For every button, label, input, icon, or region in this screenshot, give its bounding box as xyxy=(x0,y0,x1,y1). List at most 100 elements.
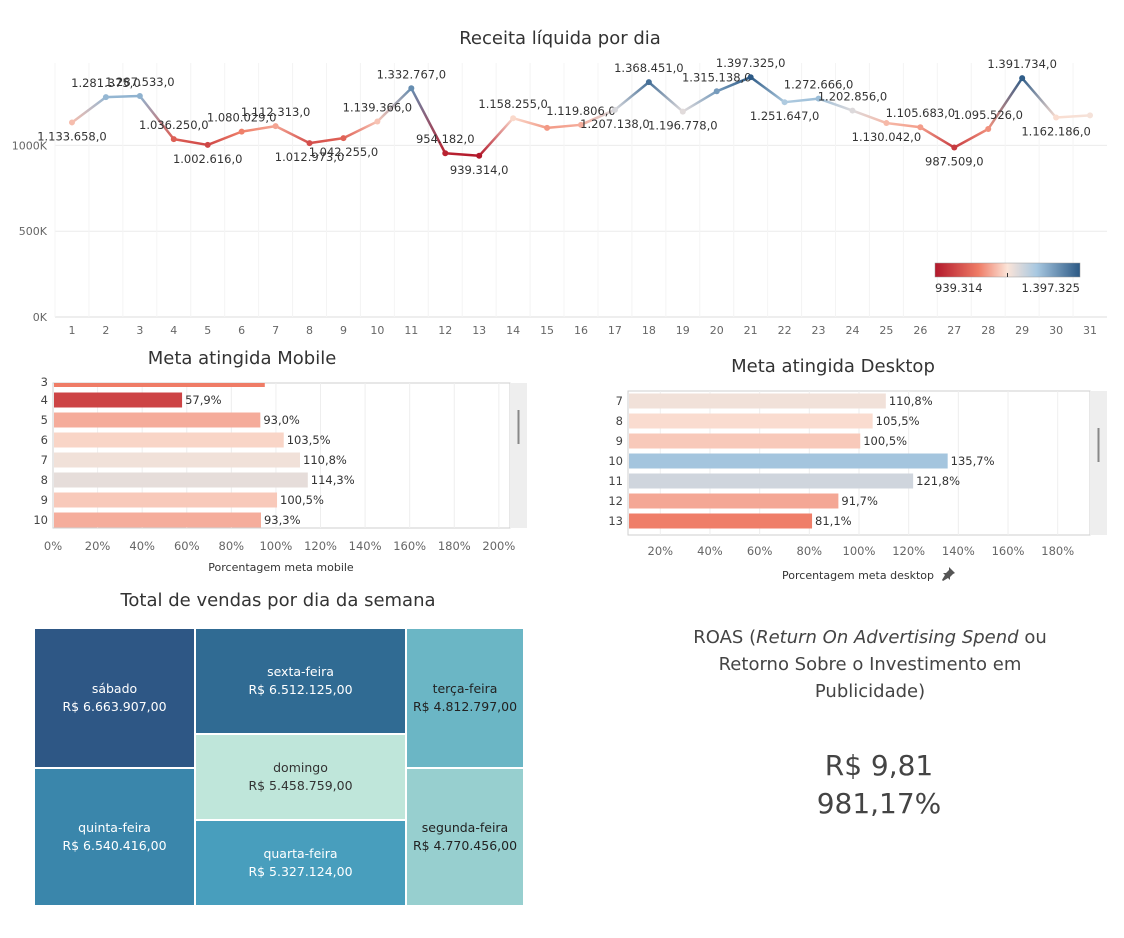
line-segment xyxy=(851,109,888,125)
line-segment xyxy=(342,120,379,140)
data-point xyxy=(781,99,788,106)
data-point xyxy=(815,95,822,102)
data-point xyxy=(611,106,618,113)
x-tick-label: 180% xyxy=(1041,544,1074,558)
data-label: 1.119.806,0 xyxy=(546,104,616,118)
line-segment xyxy=(376,87,413,123)
treemap-cell-quinta-feira[interactable]: quinta-feira R$ 6.540.416,00 xyxy=(34,768,195,906)
treemap-cell-value: R$ 5.458.759,00 xyxy=(248,778,353,793)
line-segment xyxy=(274,124,311,145)
x-tick-label: 18 xyxy=(642,324,656,337)
line-segment xyxy=(647,80,685,113)
x-tick-label: 100% xyxy=(259,539,292,553)
x-tick-label: 80% xyxy=(797,544,823,558)
line-segment xyxy=(953,127,990,149)
y-tick-label: 9 xyxy=(41,493,48,507)
treemap-cell-sexta-feira[interactable]: sexta-feira R$ 6.512.125,00 xyxy=(195,628,406,734)
bar xyxy=(629,433,861,449)
y-tick-label: 1000K xyxy=(12,139,48,152)
data-point xyxy=(645,79,652,86)
x-tick-label: 140% xyxy=(349,539,382,553)
treemap-cell-terca-feira[interactable]: terça-feira R$ 4.812.797,00 xyxy=(406,628,524,768)
line-segment xyxy=(138,94,176,141)
data-point xyxy=(713,88,720,95)
treemap-cell-value: R$ 4.770.456,00 xyxy=(412,838,518,853)
line-segment xyxy=(511,116,549,130)
data-point xyxy=(408,85,415,92)
line-segment xyxy=(715,75,752,93)
data-point xyxy=(917,124,924,131)
data-point xyxy=(204,141,211,148)
desktop-chart-title: Meta atingida Desktop xyxy=(731,356,935,377)
line-segment xyxy=(681,90,718,113)
data-point xyxy=(747,74,754,81)
line-segment xyxy=(919,125,956,149)
bar-partial xyxy=(54,383,265,387)
data-label: 1.202.856,0 xyxy=(818,90,888,104)
bar xyxy=(54,492,278,508)
data-label: 1.162.186,0 xyxy=(1021,125,1091,139)
x-tick-label: 27 xyxy=(947,324,961,337)
data-label: 1.139.366,0 xyxy=(343,100,413,114)
treemap-cell-sabado[interactable]: sábado R$ 6.663.907,00 xyxy=(34,628,195,768)
data-point xyxy=(340,135,347,142)
bar-value-label: 110,8% xyxy=(303,453,347,467)
y-tick-label: 500K xyxy=(19,225,48,238)
x-tick-label: 140% xyxy=(942,544,975,558)
line-segment xyxy=(70,95,108,124)
data-point xyxy=(510,115,517,122)
treemap-cell-domingo[interactable]: domingo R$ 5.458.759,00 xyxy=(195,734,406,820)
x-tick-label: 20% xyxy=(648,544,674,558)
treemap-cell-label: sexta-feira xyxy=(267,664,334,679)
x-tick-label: 180% xyxy=(438,539,471,553)
x-tick-label: 19 xyxy=(676,324,690,337)
bar xyxy=(629,453,948,469)
data-point xyxy=(1053,114,1060,121)
y-tick-label: 5 xyxy=(41,413,48,427)
y-tick-label: 11 xyxy=(608,474,623,488)
line-segment xyxy=(1020,76,1058,119)
x-tick-label: 5 xyxy=(204,324,211,337)
treemap-title: Total de vendas por dia da semana xyxy=(120,590,436,611)
x-tick-label: 40% xyxy=(129,539,155,553)
x-tick-label: 13 xyxy=(472,324,486,337)
data-label: 1.036.250,0 xyxy=(139,118,209,132)
x-tick-label: 60% xyxy=(747,544,773,558)
data-label: 1.158.255,0 xyxy=(478,97,548,111)
scrollbar-thumb xyxy=(1097,428,1100,462)
x-tick-label: 22 xyxy=(778,324,792,337)
treemap-cell-label: sábado xyxy=(91,681,138,696)
data-point xyxy=(849,107,856,114)
pin-icon[interactable] xyxy=(940,566,956,582)
line-segment xyxy=(172,137,209,147)
treemap-cell-label: segunda-feira xyxy=(421,820,509,835)
y-tick-label: 9 xyxy=(616,434,623,448)
x-tick-label: 21 xyxy=(744,324,758,337)
x-tick-label: 25 xyxy=(879,324,893,337)
bar-value-label: 93,3% xyxy=(264,513,301,527)
y-tick-label: 6 xyxy=(41,433,48,447)
x-tick-label: 11 xyxy=(404,324,418,337)
treemap-cell-segunda-feira[interactable]: segunda-feira R$ 4.770.456,00 xyxy=(406,768,524,906)
roas-description-line3: Publicidade) xyxy=(814,681,926,702)
data-point xyxy=(238,128,245,135)
line-segment xyxy=(579,108,617,127)
data-point xyxy=(136,93,143,100)
scrollbar-thumb xyxy=(517,410,520,444)
data-label: 1.080.029,0 xyxy=(207,111,277,125)
data-label: 1.196.778,0 xyxy=(648,119,718,133)
data-label: 987.509,0 xyxy=(925,155,984,169)
data-point xyxy=(985,125,992,132)
scrollbar-track xyxy=(510,383,527,528)
x-tick-label: 7 xyxy=(272,324,279,337)
treemap-cell-label: quinta-feira xyxy=(78,820,151,835)
bar xyxy=(54,512,261,528)
data-label: 1.315.138,0 xyxy=(682,70,752,84)
x-tick-label: 24 xyxy=(845,324,859,337)
data-point xyxy=(1019,75,1026,82)
data-label: 1.287.533,0 xyxy=(105,75,175,89)
treemap-cell-quarta-feira[interactable]: quarta-feira R$ 5.327.124,00 xyxy=(195,820,406,906)
bar-value-label: 103,5% xyxy=(287,433,331,447)
y-tick-label: 10 xyxy=(608,454,623,468)
y-tick-label: 10 xyxy=(33,513,48,527)
